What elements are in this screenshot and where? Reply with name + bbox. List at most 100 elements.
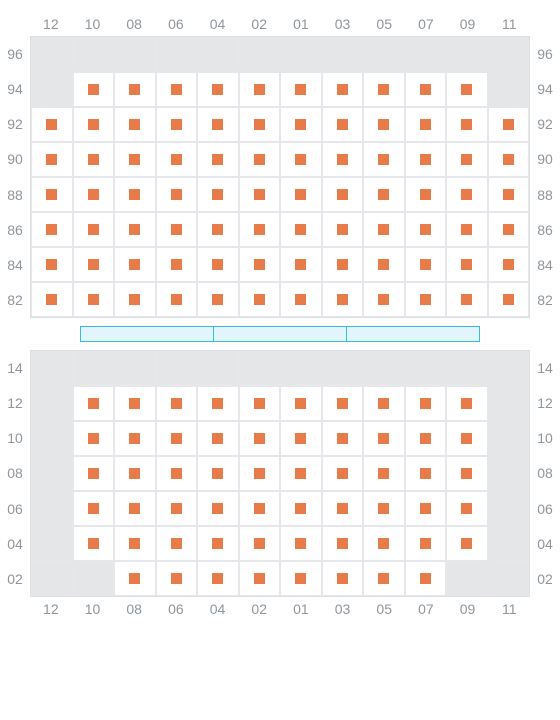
cell[interactable] (322, 247, 364, 282)
cell[interactable] (239, 142, 281, 177)
cell[interactable] (114, 386, 156, 421)
cell[interactable] (239, 491, 281, 526)
cell[interactable] (73, 526, 115, 561)
cell[interactable] (322, 72, 364, 107)
cell[interactable] (197, 177, 239, 212)
cell[interactable] (280, 107, 322, 142)
cell[interactable] (197, 386, 239, 421)
cell[interactable] (405, 142, 447, 177)
cell[interactable] (280, 456, 322, 491)
cell[interactable] (156, 526, 198, 561)
cell[interactable] (322, 177, 364, 212)
cell[interactable] (363, 421, 405, 456)
cell[interactable] (280, 561, 322, 596)
cell[interactable] (280, 177, 322, 212)
cell[interactable] (114, 526, 156, 561)
cell[interactable] (73, 107, 115, 142)
cell[interactable] (280, 212, 322, 247)
cell[interactable] (488, 142, 530, 177)
cell[interactable] (31, 177, 73, 212)
cell[interactable] (446, 526, 488, 561)
cell[interactable] (197, 561, 239, 596)
cell[interactable] (405, 386, 447, 421)
cell[interactable] (280, 421, 322, 456)
cell[interactable] (488, 247, 530, 282)
cell[interactable] (73, 247, 115, 282)
cell[interactable] (156, 386, 198, 421)
cell[interactable] (239, 456, 281, 491)
cell[interactable] (239, 421, 281, 456)
cell[interactable] (488, 107, 530, 142)
cell[interactable] (31, 212, 73, 247)
cell[interactable] (405, 72, 447, 107)
cell[interactable] (156, 142, 198, 177)
cell[interactable] (156, 212, 198, 247)
cell[interactable] (114, 561, 156, 596)
cell[interactable] (197, 282, 239, 317)
cell[interactable] (280, 142, 322, 177)
cell[interactable] (239, 386, 281, 421)
cell[interactable] (363, 142, 405, 177)
cell[interactable] (197, 247, 239, 282)
cell[interactable] (197, 491, 239, 526)
cell[interactable] (239, 72, 281, 107)
cell[interactable] (322, 107, 364, 142)
cell[interactable] (446, 72, 488, 107)
cell[interactable] (488, 282, 530, 317)
cell[interactable] (280, 282, 322, 317)
cell[interactable] (197, 421, 239, 456)
cell[interactable] (363, 72, 405, 107)
cell[interactable] (114, 177, 156, 212)
cell[interactable] (239, 177, 281, 212)
cell[interactable] (405, 456, 447, 491)
cell[interactable] (446, 491, 488, 526)
cell[interactable] (156, 561, 198, 596)
cell[interactable] (114, 72, 156, 107)
cell[interactable] (363, 491, 405, 526)
cell[interactable] (488, 177, 530, 212)
cell[interactable] (405, 247, 447, 282)
cell[interactable] (197, 456, 239, 491)
cell[interactable] (73, 421, 115, 456)
cell[interactable] (156, 177, 198, 212)
cell[interactable] (73, 142, 115, 177)
cell[interactable] (405, 177, 447, 212)
cell[interactable] (405, 212, 447, 247)
cell[interactable] (280, 491, 322, 526)
cell[interactable] (322, 526, 364, 561)
cell[interactable] (446, 107, 488, 142)
cell[interactable] (446, 282, 488, 317)
cell[interactable] (114, 247, 156, 282)
cell[interactable] (446, 142, 488, 177)
cell[interactable] (446, 247, 488, 282)
cell[interactable] (156, 107, 198, 142)
cell[interactable] (405, 491, 447, 526)
cell[interactable] (363, 561, 405, 596)
cell[interactable] (322, 421, 364, 456)
cell[interactable] (363, 107, 405, 142)
cell[interactable] (363, 212, 405, 247)
cell[interactable] (156, 247, 198, 282)
cell[interactable] (114, 491, 156, 526)
cell[interactable] (114, 142, 156, 177)
cell[interactable] (322, 212, 364, 247)
cell[interactable] (239, 561, 281, 596)
cell[interactable] (239, 526, 281, 561)
cell[interactable] (446, 421, 488, 456)
cell[interactable] (405, 282, 447, 317)
cell[interactable] (73, 491, 115, 526)
cell[interactable] (446, 212, 488, 247)
cell[interactable] (322, 142, 364, 177)
cell[interactable] (363, 282, 405, 317)
cell[interactable] (322, 561, 364, 596)
cell[interactable] (239, 107, 281, 142)
cell[interactable] (114, 107, 156, 142)
cell[interactable] (363, 247, 405, 282)
cell[interactable] (31, 282, 73, 317)
cell[interactable] (114, 456, 156, 491)
cell[interactable] (322, 386, 364, 421)
cell[interactable] (363, 456, 405, 491)
cell[interactable] (239, 212, 281, 247)
cell[interactable] (363, 526, 405, 561)
cell[interactable] (73, 282, 115, 317)
